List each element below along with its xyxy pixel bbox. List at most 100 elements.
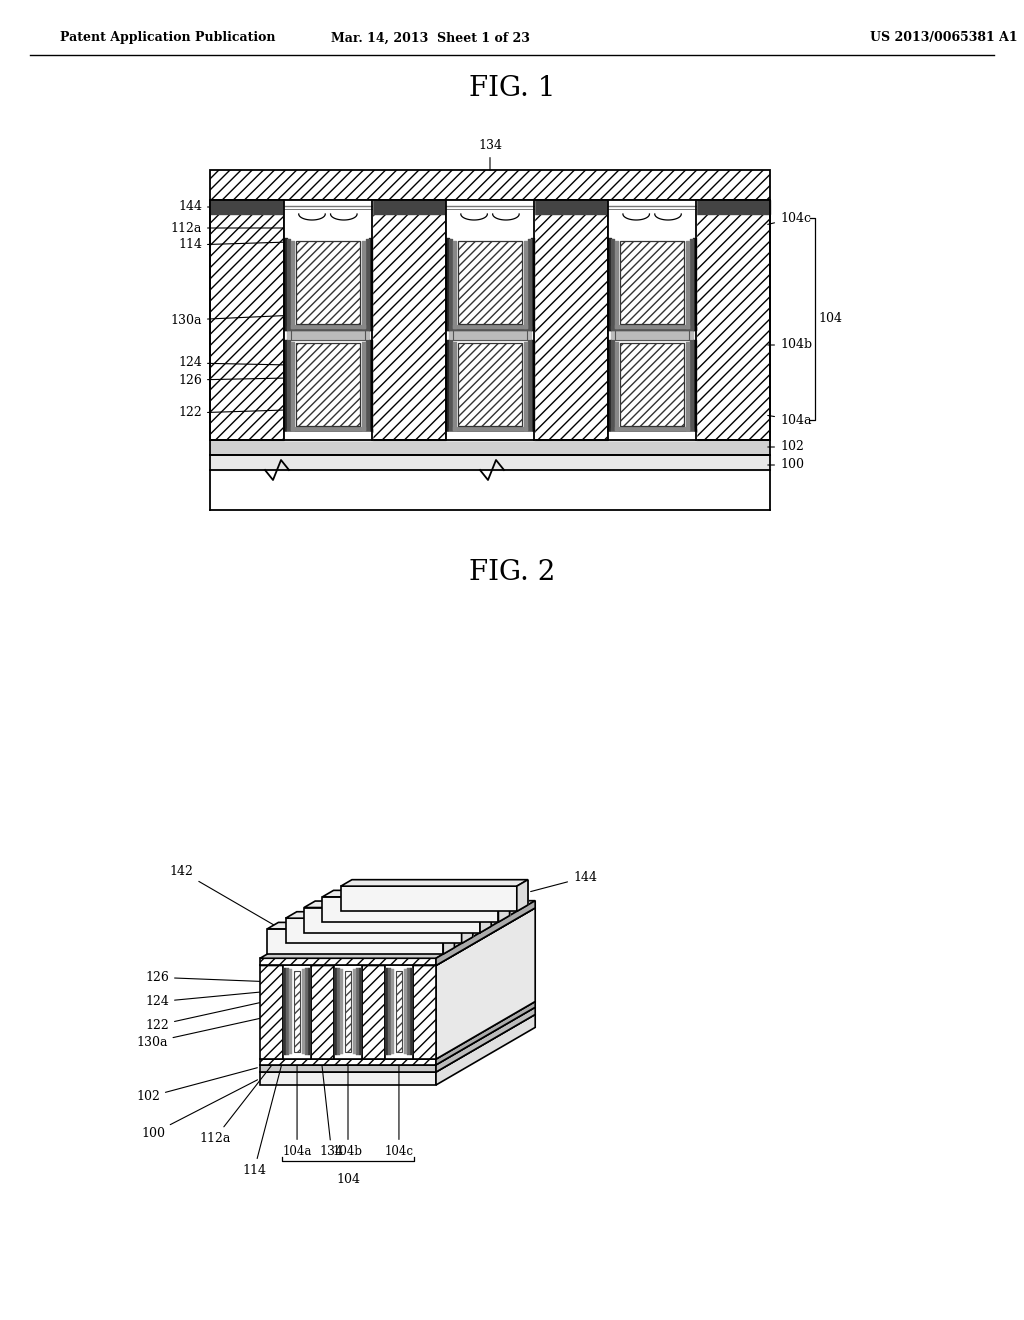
Polygon shape <box>323 896 499 923</box>
Polygon shape <box>413 965 436 1059</box>
Polygon shape <box>436 1015 536 1085</box>
Bar <box>210 440 770 455</box>
Text: 144: 144 <box>178 201 212 214</box>
Polygon shape <box>260 1072 436 1085</box>
Polygon shape <box>260 1065 436 1072</box>
Text: 102: 102 <box>136 1068 257 1104</box>
Text: 112a: 112a <box>200 1051 284 1144</box>
Text: 134: 134 <box>319 1065 344 1159</box>
Polygon shape <box>304 902 492 908</box>
Polygon shape <box>385 968 388 1056</box>
Polygon shape <box>517 879 528 911</box>
Polygon shape <box>279 923 455 948</box>
Text: Mar. 14, 2013  Sheet 1 of 23: Mar. 14, 2013 Sheet 1 of 23 <box>331 32 529 45</box>
Bar <box>296 343 360 426</box>
Polygon shape <box>359 908 536 1002</box>
Polygon shape <box>260 908 382 965</box>
Polygon shape <box>323 891 510 896</box>
Polygon shape <box>260 1007 536 1065</box>
Polygon shape <box>462 912 473 944</box>
Bar <box>296 242 360 325</box>
Polygon shape <box>353 969 355 1053</box>
Text: 130a: 130a <box>136 1012 285 1049</box>
Text: 124: 124 <box>178 356 288 370</box>
Polygon shape <box>361 908 484 965</box>
Polygon shape <box>404 969 407 1053</box>
Bar <box>458 242 522 325</box>
Polygon shape <box>436 908 536 1059</box>
Polygon shape <box>341 879 528 886</box>
Polygon shape <box>480 902 492 933</box>
Polygon shape <box>315 902 492 927</box>
Polygon shape <box>286 919 462 944</box>
Polygon shape <box>396 972 401 1052</box>
Polygon shape <box>361 965 385 1059</box>
Text: Patent Application Publication: Patent Application Publication <box>60 32 275 45</box>
Polygon shape <box>340 969 343 1053</box>
Polygon shape <box>436 1007 536 1072</box>
Polygon shape <box>294 972 300 1052</box>
Text: 104: 104 <box>336 1173 360 1185</box>
Text: 124: 124 <box>145 990 282 1008</box>
Text: 122: 122 <box>178 407 283 420</box>
Polygon shape <box>334 968 337 1056</box>
Polygon shape <box>337 969 340 1055</box>
Polygon shape <box>436 900 536 965</box>
Polygon shape <box>267 929 443 954</box>
Polygon shape <box>260 1059 436 1065</box>
Bar <box>372 201 445 440</box>
Text: 144: 144 <box>530 871 597 891</box>
Polygon shape <box>260 1002 536 1059</box>
Polygon shape <box>345 972 351 1052</box>
Bar <box>535 201 608 440</box>
Polygon shape <box>411 968 413 1056</box>
Polygon shape <box>302 969 305 1053</box>
Polygon shape <box>308 968 311 1056</box>
Polygon shape <box>260 908 536 965</box>
Polygon shape <box>260 965 284 1059</box>
Polygon shape <box>391 969 394 1053</box>
Polygon shape <box>267 923 455 929</box>
Polygon shape <box>334 891 510 916</box>
Polygon shape <box>341 886 517 911</box>
Polygon shape <box>260 958 436 965</box>
Bar <box>210 170 770 201</box>
Polygon shape <box>304 908 480 933</box>
Polygon shape <box>499 891 510 923</box>
Text: 100: 100 <box>141 1080 257 1140</box>
Polygon shape <box>385 965 413 1059</box>
Polygon shape <box>260 1015 536 1072</box>
Text: 126: 126 <box>145 970 282 983</box>
Polygon shape <box>260 900 536 958</box>
Polygon shape <box>334 965 361 1059</box>
Text: 104b: 104b <box>768 338 812 351</box>
Bar <box>210 201 284 440</box>
Bar <box>620 343 684 426</box>
Polygon shape <box>352 879 528 906</box>
Text: 142: 142 <box>170 865 291 935</box>
Bar <box>620 242 684 325</box>
Bar <box>696 201 770 440</box>
Text: 104b: 104b <box>333 1061 362 1158</box>
Text: FIG. 1: FIG. 1 <box>469 74 555 102</box>
Polygon shape <box>284 968 286 1056</box>
Text: 130a: 130a <box>171 314 295 326</box>
Text: 104a: 104a <box>283 1061 311 1158</box>
Text: 102: 102 <box>768 441 804 454</box>
Polygon shape <box>408 969 410 1055</box>
Text: 112a: 112a <box>171 222 291 235</box>
Bar <box>458 343 522 426</box>
Text: 104c: 104c <box>768 211 811 224</box>
Polygon shape <box>290 969 292 1053</box>
Polygon shape <box>284 965 311 1059</box>
Text: 100: 100 <box>768 458 804 471</box>
Text: FIG. 2: FIG. 2 <box>469 558 555 586</box>
Polygon shape <box>413 908 536 965</box>
Polygon shape <box>388 969 391 1055</box>
Polygon shape <box>287 969 289 1055</box>
Text: 122: 122 <box>145 998 282 1032</box>
Polygon shape <box>297 912 473 937</box>
Polygon shape <box>311 965 334 1059</box>
Text: 104: 104 <box>818 313 842 326</box>
Polygon shape <box>356 969 358 1055</box>
